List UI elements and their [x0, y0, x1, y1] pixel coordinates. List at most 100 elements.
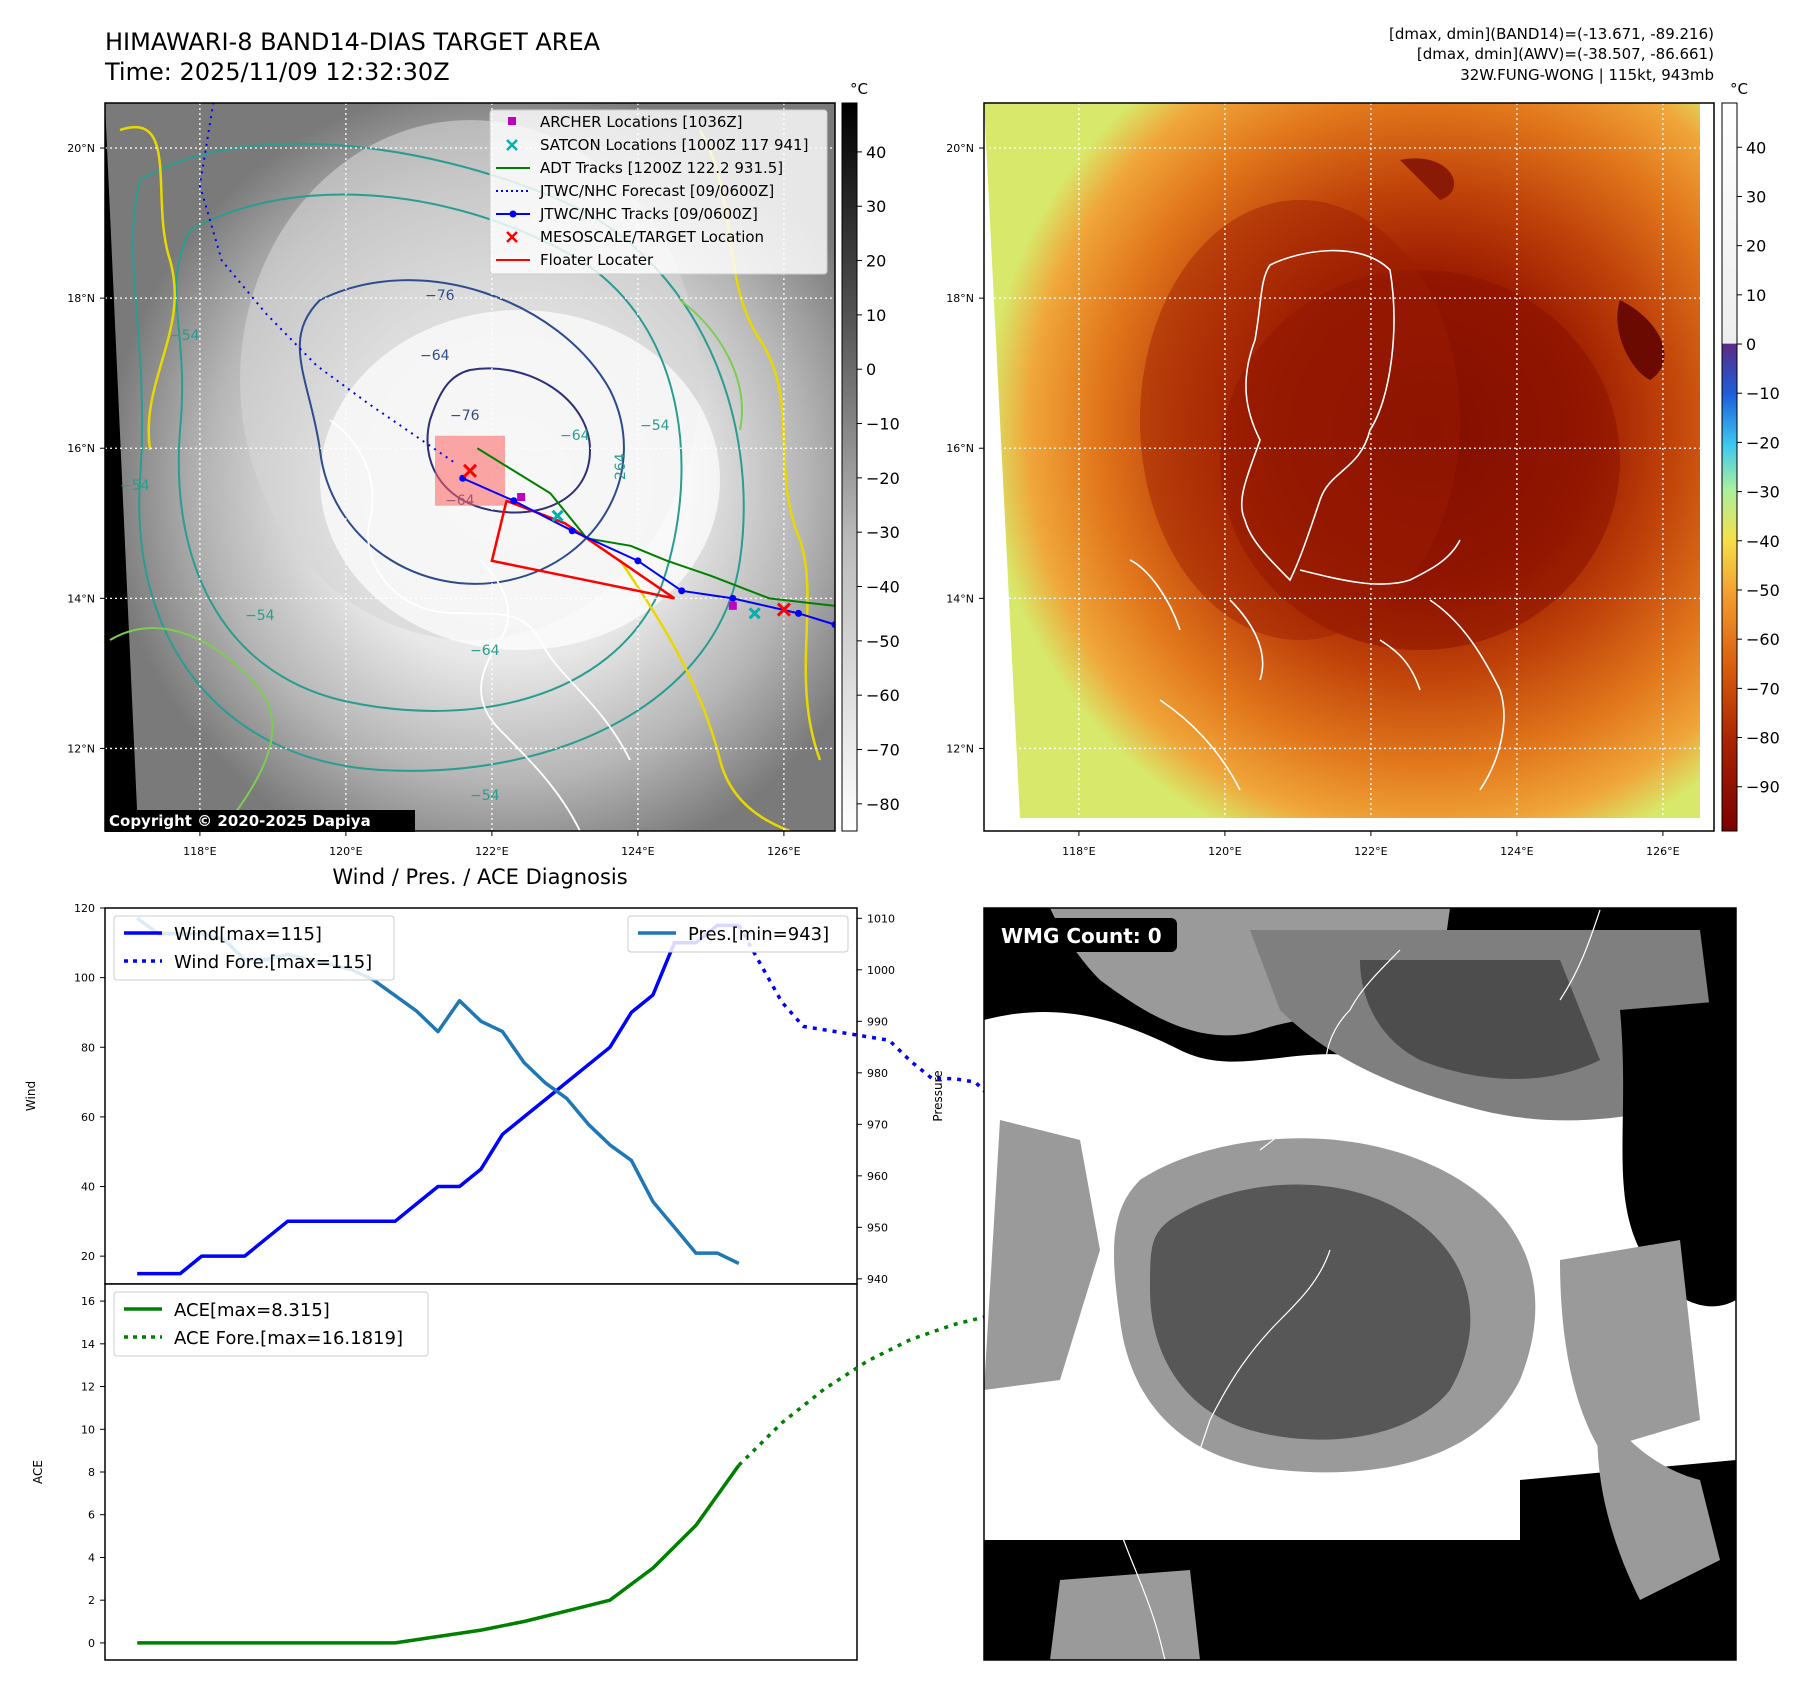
wind-tick-label: 20: [81, 1250, 95, 1263]
info-storm: 32W.FUNG-WONG | 115kt, 943mb: [1460, 66, 1714, 84]
legend-label: JTWC/NHC Forecast [09/0600Z]: [539, 182, 774, 200]
colorbar-tick-label: 30: [866, 197, 886, 216]
legend-label: ADT Tracks [1200Z 122.2 931.5]: [540, 159, 783, 177]
legend-entry: Floater Locater: [496, 251, 654, 269]
colorbar-tick-label: −50: [866, 632, 900, 651]
ir-colorbar-unit: °C: [850, 80, 868, 98]
jtwc-track-point: [634, 557, 642, 565]
pressure-tick-label: 990: [867, 1015, 888, 1028]
colorbar-tick-label: −70: [1746, 679, 1780, 698]
ace-tick-label: 0: [88, 1637, 95, 1650]
legend-entry: ADT Tracks [1200Z 122.2 931.5]: [496, 159, 783, 177]
ir-lat-labels: 20°N 18°N 16°N 14°N 12°N: [67, 142, 105, 755]
legend-label: ARCHER Locations [1036Z]: [540, 113, 743, 131]
legend-entry: MESOSCALE/TARGET Location: [506, 228, 764, 246]
legend-label: MESOSCALE/TARGET Location: [540, 228, 764, 246]
lon-tick-label: 120°E: [1208, 845, 1241, 858]
legend-entry: ARCHER Locations [1036Z]: [508, 113, 743, 131]
pressure-tick-label: 950: [867, 1221, 888, 1234]
pressure-axis-label: Pressure: [931, 1070, 945, 1121]
satcon-point: [551, 509, 564, 522]
wv-lat-labels: 20°N 18°N 16°N 14°N 12°N: [946, 142, 984, 755]
colorbar-tick-label: −10: [866, 415, 900, 434]
colorbar-tick-label: −60: [866, 686, 900, 705]
colorbar-tick-label: −60: [1746, 630, 1780, 649]
wv-map-panel: 20°N 18°N 16°N 14°N 12°N 118°E 120°E 122°E 124°…: [946, 102, 1715, 858]
ir-legend: ARCHER Locations [1036Z] SATCON Locations…: [489, 109, 828, 275]
ace-ticks: 0 2 4 6 8 10 12 14 16: [81, 1295, 105, 1650]
wv-lon-labels: 118°E 120°E 122°E 124°E 126°E: [1062, 831, 1680, 858]
legend-wind: Wind[max=115]: [174, 924, 322, 945]
wv-coastlines: [1129, 249, 1505, 791]
lon-tick-label: 122°E: [475, 845, 508, 858]
wind-tick-label: 40: [81, 1181, 95, 1194]
jtwc-track-point: [568, 527, 576, 535]
jtwc-track-point: [510, 497, 518, 505]
colorbar-tick-label: −80: [866, 795, 900, 814]
ace-tick-label: 2: [88, 1594, 95, 1607]
contour-label: −54: [245, 608, 275, 624]
ace-chart: 0 2 4 6 8 10 12 14 16 ACE ACE[max=8.315] ACE For…: [31, 1283, 1126, 1661]
contour-label: −64: [470, 643, 500, 659]
lat-tick-label: 14°N: [67, 592, 95, 605]
lat-tick-label: 12°N: [67, 742, 95, 755]
lat-tick-label: 18°N: [67, 292, 95, 305]
colorbar-tick-label: 30: [1746, 187, 1766, 206]
jtwc-track-point: [729, 594, 737, 602]
info-awv: [dmax, dmin](AWV)=(-38.507, -86.661): [1417, 45, 1714, 63]
mesoscale-point: [776, 602, 791, 617]
colorbar-tick-label: 40: [1746, 138, 1766, 157]
pressure-legend: Pres.[min=943]: [627, 915, 849, 953]
figure-time: Time: 2025/11/09 12:32:30Z: [104, 58, 450, 86]
jtwc-track: [462, 477, 835, 626]
series-line-1: [737, 924, 1127, 1147]
ir-lon-labels: 118°E 120°E 122°E 124°E 126°E: [183, 831, 801, 858]
ir-colorbar-ticks: 40 30 20 10 0 −10 −20 −30 −40 −50 −60 −70 −80: [857, 143, 900, 814]
legend-label: Floater Locater: [540, 251, 654, 269]
contour-label: −64: [420, 348, 450, 364]
pressure-tick-label: 1010: [867, 912, 895, 925]
wv-colorbar-ticks: 40 30 20 10 0 −10 −20 −30 −40 −50 −60 −70 −80 −90: [1737, 138, 1780, 797]
pressure-tick-label: 940: [867, 1273, 888, 1286]
colorbar-tick-label: −70: [866, 741, 900, 760]
lon-tick-label: 118°E: [1062, 845, 1095, 858]
jtwc-track-point: [795, 609, 802, 617]
legend-ace-forecast: ACE Fore.[max=16.1819]: [174, 1328, 403, 1349]
lon-tick-label: 120°E: [329, 845, 362, 858]
wv-colorbar-unit: °C: [1730, 80, 1748, 98]
lat-tick-label: 12°N: [946, 742, 974, 755]
colorbar-tick-label: −20: [1746, 433, 1780, 452]
ace-tick-label: 4: [88, 1551, 95, 1564]
adt-track: [476, 447, 835, 607]
lon-tick-label: 124°E: [1500, 845, 1533, 858]
contour-label: −64: [560, 428, 590, 444]
lat-tick-label: 20°N: [946, 142, 974, 155]
ace-tick-label: 10: [81, 1423, 95, 1436]
colorbar-tick-label: 20: [1746, 237, 1766, 256]
lon-tick-label: 118°E: [183, 845, 216, 858]
wind-tick-label: 60: [81, 1111, 95, 1124]
wind-tick-label: 120: [74, 902, 95, 915]
colorbar-tick-label: 20: [866, 252, 886, 271]
ace-legend: ACE[max=8.315] ACE Fore.[max=16.1819]: [113, 1291, 429, 1357]
wind-tick-label: 80: [81, 1041, 95, 1054]
colorbar-tick-label: −10: [1746, 384, 1780, 403]
lat-tick-label: 18°N: [946, 292, 974, 305]
ace-tick-label: 12: [81, 1381, 95, 1394]
legend-entry: JTWC/NHC Forecast [09/0600Z]: [496, 182, 774, 200]
colorbar-tick-label: −50: [1746, 581, 1780, 600]
copyright-label: Copyright © 2020-2025 Dapiya: [109, 812, 371, 830]
ace-tick-label: 8: [88, 1466, 95, 1479]
jtwc-forecast-track: [198, 103, 456, 465]
colorbar-tick-label: −30: [866, 523, 900, 542]
legend-label: JTWC/NHC Tracks [09/0600Z]: [539, 205, 758, 223]
ace-tick-label: 14: [81, 1338, 95, 1351]
wind-tick-label: 100: [74, 972, 95, 985]
wind-pressure-ticks: 20 40 60 80 100 120 940 950 960 970 980 990 1000 1010: [74, 902, 895, 1286]
archer-point: [517, 493, 526, 502]
diag-title: Wind / Pres. / ACE Diagnosis: [332, 865, 627, 889]
lon-tick-label: 122°E: [1354, 845, 1387, 858]
contour-label: −76: [450, 408, 480, 424]
contour-label: −54: [170, 328, 200, 344]
